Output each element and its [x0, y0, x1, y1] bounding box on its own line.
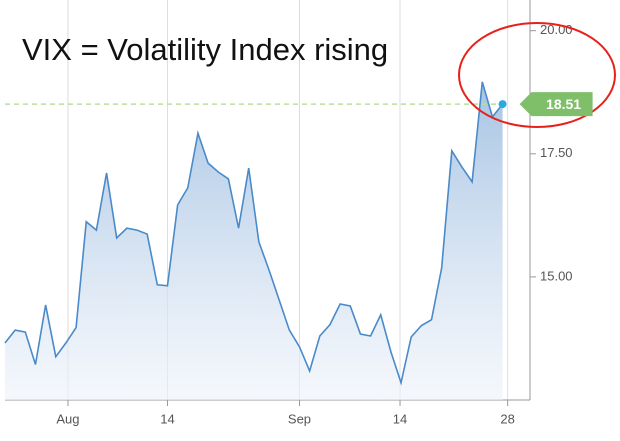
last-value-label: 18.51 [546, 96, 581, 112]
last-value-tag [519, 92, 593, 117]
x-tick-label: Aug [56, 411, 79, 426]
y-tick-label: 15.00 [540, 268, 573, 283]
x-tick-label: 14 [160, 411, 174, 426]
x-tick-label: 28 [500, 411, 514, 426]
x-tick-label: 14 [393, 411, 407, 426]
line [4, 81, 504, 386]
highlight-ellipse [458, 22, 616, 128]
annotation: VIX = Volatility Index rising [22, 32, 388, 67]
y-tick-label: 17.50 [540, 145, 573, 160]
x-tick-label: Sep [288, 411, 311, 426]
last-point [498, 100, 507, 109]
area [5, 81, 503, 401]
